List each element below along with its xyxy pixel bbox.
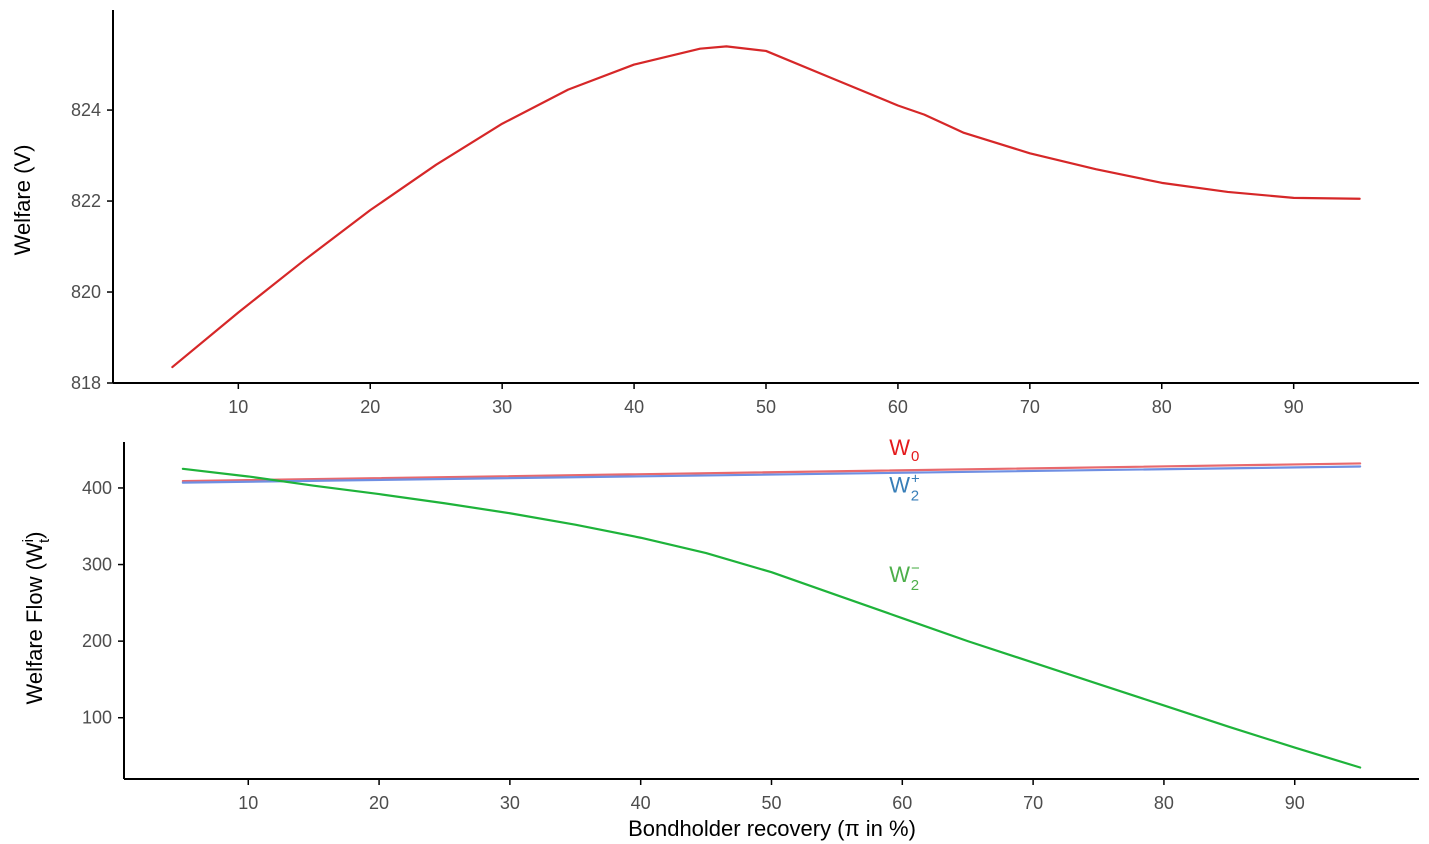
top-y-axis-title: Welfare (V) — [10, 145, 35, 256]
bottom-y-ticks: 100 200 300 400 — [82, 478, 124, 728]
bottom-y-axis-title: Welfare Flow (Wit) — [20, 531, 53, 704]
top-x-tick-label: 20 — [360, 397, 380, 417]
top-x-tick-label: 80 — [1152, 397, 1172, 417]
top-x-tick-label: 40 — [624, 397, 644, 417]
bottom-x-tick-label: 60 — [892, 793, 912, 813]
bottom-panel-welfare-flow: W0 W+ 2 W− 2 10 20 30 40 50 60 70 80 90 100 200 300 400… — [20, 435, 1419, 841]
top-x-tick-label: 10 — [228, 397, 248, 417]
bottom-series-line-1 — [181, 465, 1362, 484]
bottom-x-tick-label: 30 — [500, 793, 520, 813]
top-y-tick-label: 818 — [71, 373, 101, 393]
bottom-series-line-2 — [181, 467, 1362, 769]
top-y-tick-label: 824 — [71, 100, 101, 120]
top-x-tick-label: 60 — [888, 397, 908, 417]
bottom-y-tick-label: 400 — [82, 478, 112, 498]
bottom-x-ticks: 10 20 30 40 50 60 70 80 90 — [238, 779, 1305, 813]
top-y-tick-label: 820 — [71, 282, 101, 302]
top-panel-lines — [171, 45, 1361, 369]
bottom-y-tick-label: 200 — [82, 631, 112, 651]
bottom-x-tick-label: 70 — [1023, 793, 1043, 813]
top-x-tick-label: 30 — [492, 397, 512, 417]
top-panel-welfare: 10 20 30 40 50 60 70 80 90 818 820 822 824 Welfare … — [10, 10, 1419, 417]
bottom-y-tick-label: 300 — [82, 555, 112, 575]
top-x-tick-label: 90 — [1284, 397, 1304, 417]
series-label-2: W− 2 — [889, 560, 920, 594]
bottom-x-tick-label: 80 — [1154, 793, 1174, 813]
top-x-tick-label: 50 — [756, 397, 776, 417]
bottom-panel-lines — [181, 462, 1362, 769]
top-y-tick-label: 822 — [71, 191, 101, 211]
series-label-0: W0 — [889, 435, 919, 465]
series-label-1: W+ 2 — [889, 471, 920, 505]
bottom-x-tick-label: 40 — [631, 793, 651, 813]
top-x-ticks: 10 20 30 40 50 60 70 80 90 — [228, 383, 1304, 417]
top-series-line-0 — [171, 45, 1361, 369]
top-y-ticks: 818 820 822 824 — [71, 100, 113, 393]
bottom-x-tick-label: 50 — [761, 793, 781, 813]
bottom-series-line-0 — [181, 462, 1362, 483]
bottom-x-tick-label: 10 — [238, 793, 258, 813]
x-axis-title: Bondholder recovery (π in %) — [628, 816, 916, 841]
bottom-x-tick-label: 20 — [369, 793, 389, 813]
bottom-panel-series-labels: W0 W+ 2 W− 2 — [889, 435, 920, 594]
bottom-x-tick-label: 90 — [1285, 793, 1305, 813]
bottom-y-tick-label: 100 — [82, 708, 112, 728]
top-x-tick-label: 70 — [1020, 397, 1040, 417]
